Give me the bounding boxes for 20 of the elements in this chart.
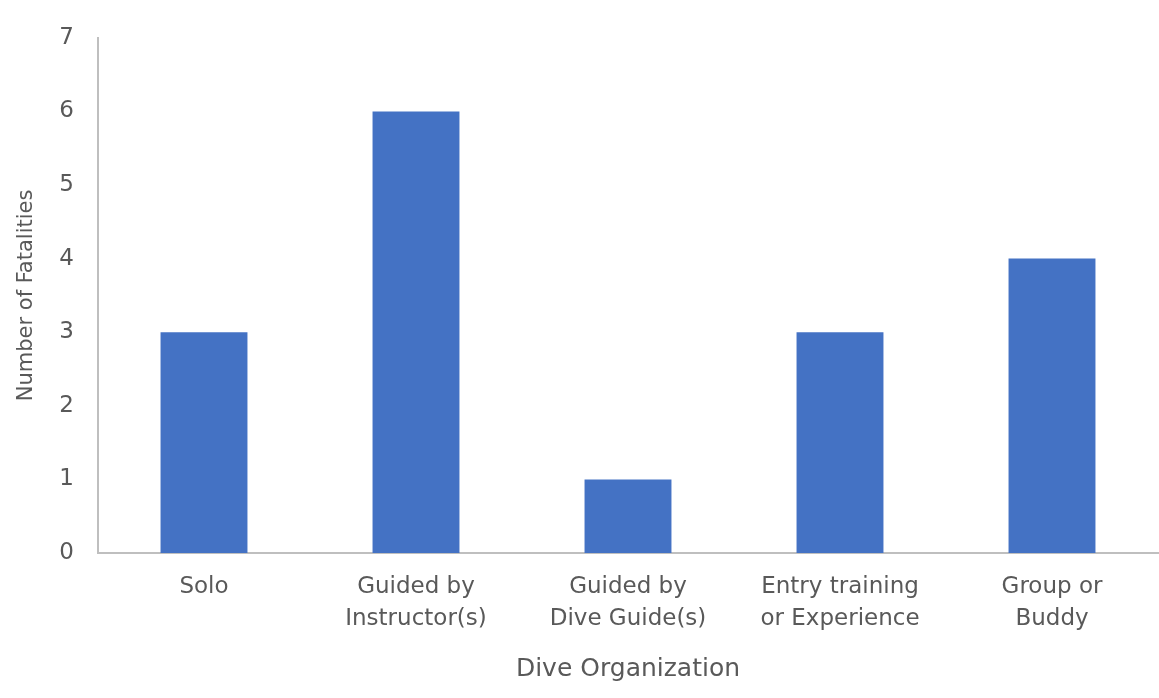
x-axis-title: Dive Organization (515, 652, 741, 682)
x-tick-label: Guided by Instructor(s) (345, 572, 487, 631)
bar (1008, 258, 1096, 553)
x-tick-label: Solo (179, 572, 229, 599)
y-axis-title: Number of Fatalities (13, 189, 38, 402)
bar (372, 111, 460, 553)
x-tick-label: Entry training or Experience (760, 572, 920, 631)
y-tick-label: 4 (59, 243, 74, 270)
y-tick-label: 1 (59, 464, 74, 491)
bar (584, 479, 672, 553)
y-tick-label: 2 (59, 390, 74, 417)
y-tick-label: 3 (59, 317, 74, 344)
y-tick-label: 7 (59, 22, 74, 49)
y-tick-label: 5 (59, 169, 74, 196)
x-tick-label: Guided by Dive Guide(s) (549, 572, 707, 631)
bar (796, 332, 884, 553)
x-tick-label: Group or Buddy (1001, 572, 1103, 631)
y-tick-label: 6 (59, 96, 74, 123)
y-tick-label: 0 (59, 537, 74, 564)
bar (160, 332, 248, 553)
